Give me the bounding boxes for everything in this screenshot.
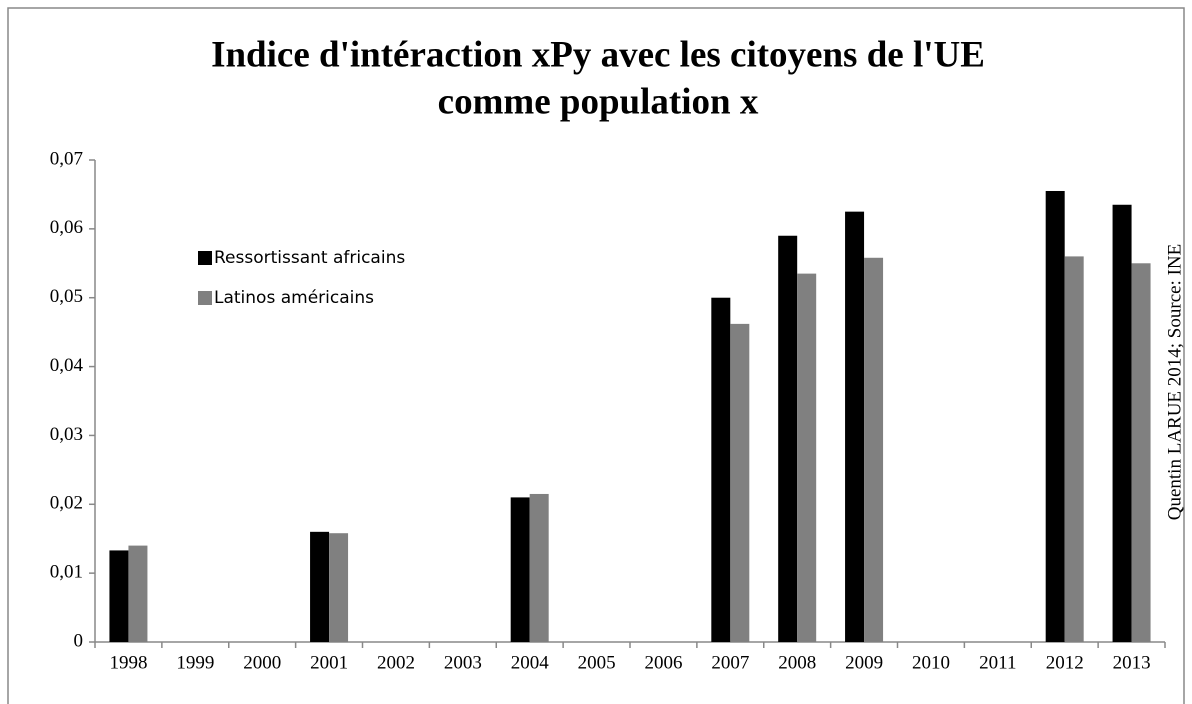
- x-tick-label: 2013: [1113, 652, 1151, 673]
- x-tick-label: 2002: [377, 652, 415, 673]
- bar: [711, 297, 731, 642]
- annotation: Quentin LARUE 2014; Source: INE: [1164, 244, 1185, 521]
- x-tick-label: 2009: [845, 652, 883, 673]
- bar: [510, 497, 530, 642]
- chart-title: comme population x: [438, 81, 759, 122]
- bar: [310, 531, 330, 642]
- bar: [864, 257, 884, 642]
- y-tick-label: 0,06: [50, 217, 83, 238]
- x-tick-label: 2005: [578, 652, 616, 673]
- x-tick-label: 2008: [778, 652, 816, 673]
- y-tick-label: 0: [74, 630, 84, 651]
- bar: [329, 533, 349, 642]
- bar: [1045, 190, 1065, 642]
- x-tick-label: 1998: [109, 652, 147, 673]
- bar: [797, 273, 817, 642]
- y-tick-label: 0,01: [50, 562, 83, 583]
- x-tick-label: 1999: [176, 652, 214, 673]
- legend-label: Latinos américains: [214, 288, 374, 308]
- y-tick-label: 0,05: [50, 286, 83, 307]
- bar: [529, 493, 549, 642]
- chart-frame: [7, 7, 1185, 704]
- bar: [1064, 256, 1084, 642]
- bar: [128, 545, 148, 642]
- x-tick-label: 2010: [912, 652, 950, 673]
- bar: [778, 235, 798, 642]
- bar: [1131, 263, 1151, 642]
- x-tick-label: 2007: [711, 652, 749, 673]
- x-tick-label: 2006: [644, 652, 682, 673]
- y-tick-label: 0,03: [50, 424, 83, 445]
- x-tick-label: 2012: [1046, 652, 1084, 673]
- x-tick-label: 2000: [243, 652, 281, 673]
- bar: [845, 211, 865, 642]
- y-tick-label: 0,04: [50, 355, 84, 376]
- x-tick-label: 2001: [310, 652, 348, 673]
- legend-swatch: [198, 291, 212, 305]
- x-tick-label: 2003: [444, 652, 482, 673]
- bar: [1112, 204, 1132, 642]
- x-tick-label: 2004: [511, 652, 550, 673]
- y-tick-label: 0,02: [50, 493, 83, 514]
- bar: [109, 550, 129, 642]
- bar: [730, 323, 750, 642]
- y-tick-label: 0,07: [50, 148, 83, 169]
- chart-title: Indice d'intéraction xPy avec les citoye…: [211, 34, 985, 75]
- legend-label: Ressortissant africains: [214, 248, 405, 268]
- x-tick-label: 2011: [979, 652, 1016, 673]
- legend-swatch: [198, 251, 212, 265]
